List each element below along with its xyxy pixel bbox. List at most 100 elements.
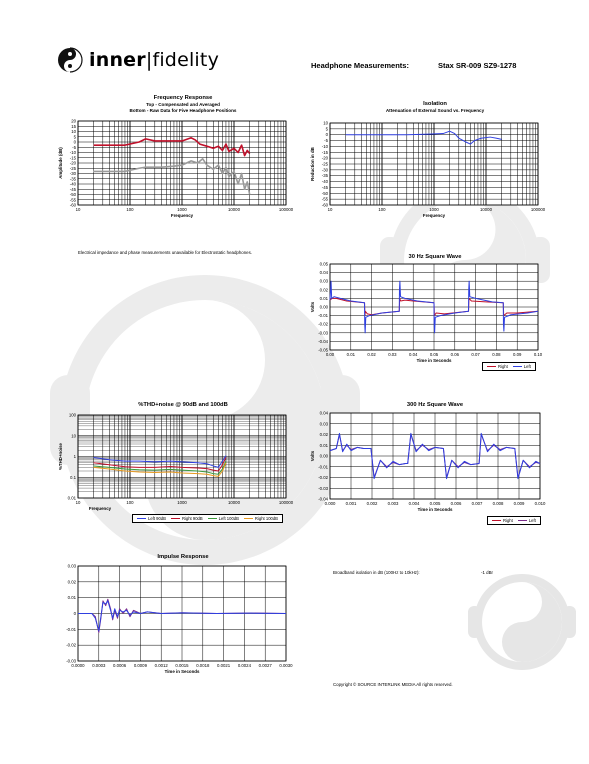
sq300-legend-right: Right	[492, 518, 513, 523]
sq300-x-tick-label: 0.007	[472, 501, 483, 506]
fr-y-axis-label: Amplitude (dB)	[58, 147, 63, 179]
fr-x-tick-label: 10	[76, 207, 81, 212]
imp-x-axis-label: Time in Seconds	[165, 669, 200, 674]
imp-x-tick-label: 0.0006	[113, 663, 127, 668]
fr-y-tick-label: 10	[71, 129, 76, 134]
headphone-model: Stax SR-009 SZ9-1278	[438, 61, 517, 70]
sq30-legend-left: Left	[512, 364, 531, 369]
iso-y-tick-label: -60	[322, 203, 329, 208]
fr-x-tick-label: 100000	[279, 207, 294, 212]
imp-x-tick-label: 0.0024	[238, 663, 252, 668]
sq300-legend: Right Left	[487, 516, 541, 525]
fr-plot-border	[77, 120, 287, 206]
imp-x-tick-label: 0.0009	[134, 663, 148, 668]
iso-y-tick-label: -45	[322, 185, 329, 190]
thd-legend-right-90: Right 90dB	[170, 516, 203, 521]
iso-y-tick-label: -5	[324, 138, 328, 143]
thd-legend-right-100: Right 100dB	[243, 516, 278, 521]
imp-title: Impulse Response	[157, 554, 209, 560]
watermark-logo-large	[50, 275, 360, 565]
imp-y-tick-label: 0.01	[68, 595, 77, 600]
iso-y-tick-label: -50	[322, 191, 329, 196]
sq30-x-tick-label: 0.08	[492, 352, 501, 357]
imp-x-tick-label: 0.0000	[71, 663, 85, 668]
imp-x-tick-label: 0.0027	[259, 663, 273, 668]
copyright: Copyright © SOURCE INTERLINK MEDIA All r…	[333, 682, 453, 687]
imp-y-tick-label: -0.03	[66, 659, 76, 664]
sq30-title: 30 Hz Square Wave	[408, 254, 462, 260]
imp-x-tick-label: 0.0003	[92, 663, 106, 668]
watermark-logo-top-right	[380, 185, 550, 335]
fr-plot-area	[78, 121, 286, 205]
iso-y-tick-label: 10	[323, 121, 328, 126]
fr-y-tick-label: 0	[74, 140, 77, 145]
imp-y-tick-label: -0.02	[66, 643, 76, 648]
fr-y-tick-label: -10	[70, 150, 77, 155]
sq30-legend-right: Right	[487, 364, 508, 369]
document-title: Headphone Measurements:	[311, 61, 409, 70]
iso-y-tick-label: 0	[326, 132, 329, 137]
imp-series-series-2	[78, 600, 287, 632]
fr-x-tick-label: 1000	[177, 207, 187, 212]
sq300-x-tick-label: 0.008	[493, 501, 504, 506]
yin-yang-logo-icon	[58, 47, 83, 73]
sq30-x-tick-label: 0.06	[451, 352, 460, 357]
sq300-legend-left: Left	[517, 518, 536, 523]
sq300-x-axis-label: Time in Seconds	[418, 507, 453, 512]
thd-legend: Left 90dB Right 90dB Left 100dB Right 10…	[132, 514, 283, 523]
sq300-x-tick-label: 0.009	[514, 501, 525, 506]
fr-subtitle-top: Top - Compensated and Averaged	[146, 102, 220, 107]
sq30-legend: Right Left	[482, 362, 536, 371]
fr-y-tick-label: -45	[70, 187, 77, 192]
fr-y-tick-label: -5	[72, 145, 76, 150]
thd-title: %THD+noise @ 90dB and 100dB	[138, 402, 228, 408]
broadband-label: Broadband isolation in dB (100Hz to 10kH…	[333, 570, 420, 575]
iso-y-tick-label: -55	[322, 197, 329, 202]
iso-y-tick-label: -20	[322, 156, 329, 161]
iso-y-tick-label: 5	[326, 126, 329, 131]
sq30-x-tick-label: 0.07	[471, 352, 480, 357]
broadband-value: -1 dBr	[481, 570, 493, 575]
fr-y-tick-label: -55	[70, 197, 77, 202]
imp-x-tick-label: 0.0030	[279, 663, 293, 668]
fr-series-series-1	[93, 137, 251, 157]
sq300-x-tick-label: 0.004	[409, 501, 420, 506]
imp-x-tick-label: 0.0015	[175, 663, 189, 668]
thd-legend-left-90: Left 90dB	[137, 516, 166, 521]
iso-y-axis-label: Reduction in dB	[310, 147, 315, 181]
fr-series-series-2	[93, 158, 251, 195]
fr-y-tick-label: -25	[70, 166, 77, 171]
fr-x-tick-label: 10000	[228, 207, 241, 212]
fr-x-axis-label: Frequency	[171, 213, 194, 218]
sq30-x-tick-label: 0.04	[409, 352, 418, 357]
thd-legend-left-100: Left 100dB	[207, 516, 239, 521]
iso-series-series-1	[345, 130, 502, 145]
sq300-x-tick-label: 0.006	[451, 501, 462, 506]
iso-y-tick-label: -10	[322, 144, 329, 149]
sq30-x-axis-label: Time in Seconds	[417, 358, 452, 363]
sq300-x-tick-label: 0.003	[388, 501, 399, 506]
sq30-x-tick-label: 0.03	[388, 352, 397, 357]
fr-subtitle-bottom: Bottom - Raw Data for Five Headphone Pos…	[129, 108, 237, 113]
imp-x-tick-label: 0.0012	[155, 663, 169, 668]
sq300-x-tick-label: 0.005	[430, 501, 441, 506]
iso-title: Isolation	[423, 101, 447, 107]
fr-y-tick-label: 5	[74, 134, 77, 139]
imp-series-series-1	[78, 598, 287, 633]
fr-y-tick-label: 20	[71, 119, 76, 124]
sq300-title: 300 Hz Square Wave	[406, 402, 464, 408]
iso-y-tick-label: -40	[322, 179, 329, 184]
fr-y-tick-label: -20	[70, 161, 77, 166]
watermark-logo-bottom-right	[468, 574, 576, 670]
iso-y-tick-label: -25	[322, 162, 329, 167]
iso-x-tick-label: 10	[328, 207, 333, 212]
brand-wordmark: inner|fidelity	[89, 49, 220, 71]
fr-y-tick-label: -30	[70, 171, 77, 176]
iso-y-tick-label: -30	[322, 167, 329, 172]
sq30-x-tick-label: 0.05	[430, 352, 439, 357]
sq300-x-tick-label: 0.010	[535, 501, 546, 506]
iso-subtitle: Attenuation of External Sound vs. Freque…	[385, 108, 485, 113]
fr-y-tick-label: -40	[70, 182, 77, 187]
imp-y-tick-label: 0	[74, 611, 77, 616]
fr-y-tick-label: -35	[70, 176, 77, 181]
